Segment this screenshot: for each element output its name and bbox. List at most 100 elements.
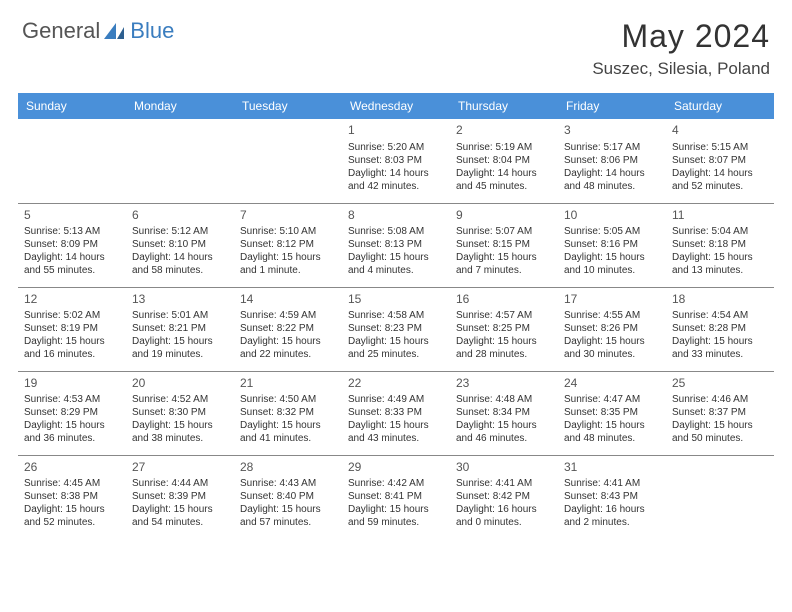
day-number: 5 (24, 208, 120, 224)
sunset-line: Sunset: 8:03 PM (348, 154, 444, 167)
daylight-line: Daylight: 15 hours and 1 minute. (240, 251, 336, 277)
sunrise-line: Sunrise: 5:08 AM (348, 225, 444, 238)
calendar: SundayMondayTuesdayWednesdayThursdayFrid… (0, 85, 792, 539)
sunrise-line: Sunrise: 5:15 AM (672, 141, 768, 154)
calendar-day-cell: 27Sunrise: 4:44 AMSunset: 8:39 PMDayligh… (126, 455, 234, 539)
day-number: 18 (672, 292, 768, 308)
calendar-day-cell: 31Sunrise: 4:41 AMSunset: 8:43 PMDayligh… (558, 455, 666, 539)
daylight-line: Daylight: 15 hours and 43 minutes. (348, 419, 444, 445)
sunset-line: Sunset: 8:29 PM (24, 406, 120, 419)
calendar-day-cell: 30Sunrise: 4:41 AMSunset: 8:42 PMDayligh… (450, 455, 558, 539)
daylight-line: Daylight: 15 hours and 28 minutes. (456, 335, 552, 361)
daylight-line: Daylight: 14 hours and 52 minutes. (672, 167, 768, 193)
day-header: Sunday (18, 93, 126, 119)
day-header: Wednesday (342, 93, 450, 119)
calendar-day-cell: 4Sunrise: 5:15 AMSunset: 8:07 PMDaylight… (666, 119, 774, 203)
sunset-line: Sunset: 8:35 PM (564, 406, 660, 419)
calendar-week-row: 26Sunrise: 4:45 AMSunset: 8:38 PMDayligh… (18, 455, 774, 539)
calendar-day-cell: 11Sunrise: 5:04 AMSunset: 8:18 PMDayligh… (666, 203, 774, 287)
sunset-line: Sunset: 8:39 PM (132, 490, 228, 503)
sunset-line: Sunset: 8:19 PM (24, 322, 120, 335)
daylight-line: Daylight: 15 hours and 50 minutes. (672, 419, 768, 445)
day-number: 3 (564, 123, 660, 139)
calendar-header-row: SundayMondayTuesdayWednesdayThursdayFrid… (18, 93, 774, 119)
calendar-day-cell: 14Sunrise: 4:59 AMSunset: 8:22 PMDayligh… (234, 287, 342, 371)
sunrise-line: Sunrise: 4:55 AM (564, 309, 660, 322)
logo: General Blue (22, 18, 174, 44)
day-number: 17 (564, 292, 660, 308)
daylight-line: Daylight: 16 hours and 0 minutes. (456, 503, 552, 529)
sunset-line: Sunset: 8:13 PM (348, 238, 444, 251)
sunset-line: Sunset: 8:42 PM (456, 490, 552, 503)
sunrise-line: Sunrise: 4:48 AM (456, 393, 552, 406)
sunset-line: Sunset: 8:23 PM (348, 322, 444, 335)
sunrise-line: Sunrise: 5:01 AM (132, 309, 228, 322)
calendar-day-cell: 21Sunrise: 4:50 AMSunset: 8:32 PMDayligh… (234, 371, 342, 455)
calendar-day-cell: 20Sunrise: 4:52 AMSunset: 8:30 PMDayligh… (126, 371, 234, 455)
daylight-line: Daylight: 15 hours and 13 minutes. (672, 251, 768, 277)
day-number: 14 (240, 292, 336, 308)
sunrise-line: Sunrise: 5:12 AM (132, 225, 228, 238)
calendar-day-cell: 19Sunrise: 4:53 AMSunset: 8:29 PMDayligh… (18, 371, 126, 455)
sunrise-line: Sunrise: 4:54 AM (672, 309, 768, 322)
calendar-day-cell: 12Sunrise: 5:02 AMSunset: 8:19 PMDayligh… (18, 287, 126, 371)
day-number: 22 (348, 376, 444, 392)
sunset-line: Sunset: 8:26 PM (564, 322, 660, 335)
daylight-line: Daylight: 15 hours and 30 minutes. (564, 335, 660, 361)
day-number: 30 (456, 460, 552, 476)
sunrise-line: Sunrise: 5:17 AM (564, 141, 660, 154)
day-header: Monday (126, 93, 234, 119)
sunset-line: Sunset: 8:37 PM (672, 406, 768, 419)
day-number: 6 (132, 208, 228, 224)
day-number: 10 (564, 208, 660, 224)
calendar-day-cell: 23Sunrise: 4:48 AMSunset: 8:34 PMDayligh… (450, 371, 558, 455)
daylight-line: Daylight: 15 hours and 22 minutes. (240, 335, 336, 361)
day-header: Saturday (666, 93, 774, 119)
day-number: 12 (24, 292, 120, 308)
sunrise-line: Sunrise: 4:41 AM (564, 477, 660, 490)
daylight-line: Daylight: 15 hours and 41 minutes. (240, 419, 336, 445)
day-number: 29 (348, 460, 444, 476)
sunset-line: Sunset: 8:40 PM (240, 490, 336, 503)
sunrise-line: Sunrise: 4:57 AM (456, 309, 552, 322)
daylight-line: Daylight: 14 hours and 45 minutes. (456, 167, 552, 193)
logo-sail-icon (102, 21, 128, 41)
sunset-line: Sunset: 8:33 PM (348, 406, 444, 419)
calendar-day-cell: 10Sunrise: 5:05 AMSunset: 8:16 PMDayligh… (558, 203, 666, 287)
daylight-line: Daylight: 15 hours and 7 minutes. (456, 251, 552, 277)
calendar-week-row: 19Sunrise: 4:53 AMSunset: 8:29 PMDayligh… (18, 371, 774, 455)
sunset-line: Sunset: 8:07 PM (672, 154, 768, 167)
sunrise-line: Sunrise: 4:43 AM (240, 477, 336, 490)
calendar-day-cell (234, 119, 342, 203)
calendar-day-cell: 2Sunrise: 5:19 AMSunset: 8:04 PMDaylight… (450, 119, 558, 203)
sunrise-line: Sunrise: 4:41 AM (456, 477, 552, 490)
sunset-line: Sunset: 8:06 PM (564, 154, 660, 167)
day-number: 24 (564, 376, 660, 392)
sunrise-line: Sunrise: 4:50 AM (240, 393, 336, 406)
sunset-line: Sunset: 8:41 PM (348, 490, 444, 503)
sunset-line: Sunset: 8:16 PM (564, 238, 660, 251)
sunset-line: Sunset: 8:21 PM (132, 322, 228, 335)
sunrise-line: Sunrise: 4:53 AM (24, 393, 120, 406)
sunrise-line: Sunrise: 5:13 AM (24, 225, 120, 238)
daylight-line: Daylight: 15 hours and 48 minutes. (564, 419, 660, 445)
calendar-day-cell: 17Sunrise: 4:55 AMSunset: 8:26 PMDayligh… (558, 287, 666, 371)
sunset-line: Sunset: 8:04 PM (456, 154, 552, 167)
day-number: 31 (564, 460, 660, 476)
sunset-line: Sunset: 8:15 PM (456, 238, 552, 251)
daylight-line: Daylight: 15 hours and 16 minutes. (24, 335, 120, 361)
sunset-line: Sunset: 8:12 PM (240, 238, 336, 251)
day-header: Friday (558, 93, 666, 119)
calendar-day-cell: 8Sunrise: 5:08 AMSunset: 8:13 PMDaylight… (342, 203, 450, 287)
page-header: General Blue May 2024 Suszec, Silesia, P… (0, 0, 792, 85)
day-number: 16 (456, 292, 552, 308)
calendar-day-cell: 9Sunrise: 5:07 AMSunset: 8:15 PMDaylight… (450, 203, 558, 287)
day-header: Thursday (450, 93, 558, 119)
daylight-line: Daylight: 15 hours and 46 minutes. (456, 419, 552, 445)
sunrise-line: Sunrise: 5:04 AM (672, 225, 768, 238)
sunset-line: Sunset: 8:10 PM (132, 238, 228, 251)
day-number: 25 (672, 376, 768, 392)
day-number: 8 (348, 208, 444, 224)
calendar-body: 1Sunrise: 5:20 AMSunset: 8:03 PMDaylight… (18, 119, 774, 539)
month-title: May 2024 (592, 18, 770, 55)
